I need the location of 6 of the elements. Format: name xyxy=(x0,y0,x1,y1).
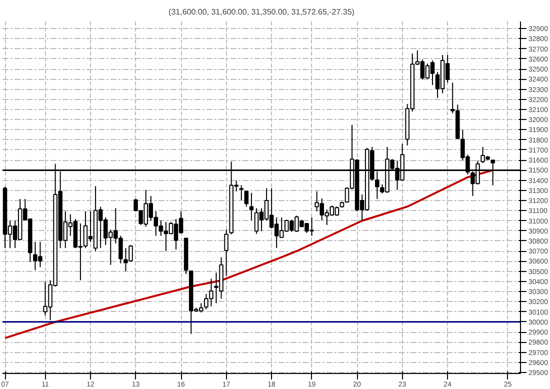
candlestick xyxy=(244,190,249,208)
candlestick xyxy=(239,184,244,202)
candlestick xyxy=(249,192,254,221)
candlestick xyxy=(224,229,228,276)
line-series xyxy=(4,169,494,340)
chart-title: (31,600.00, 31,600.00, 31,350.00, 31,572.65,-27.35) xyxy=(168,8,355,16)
